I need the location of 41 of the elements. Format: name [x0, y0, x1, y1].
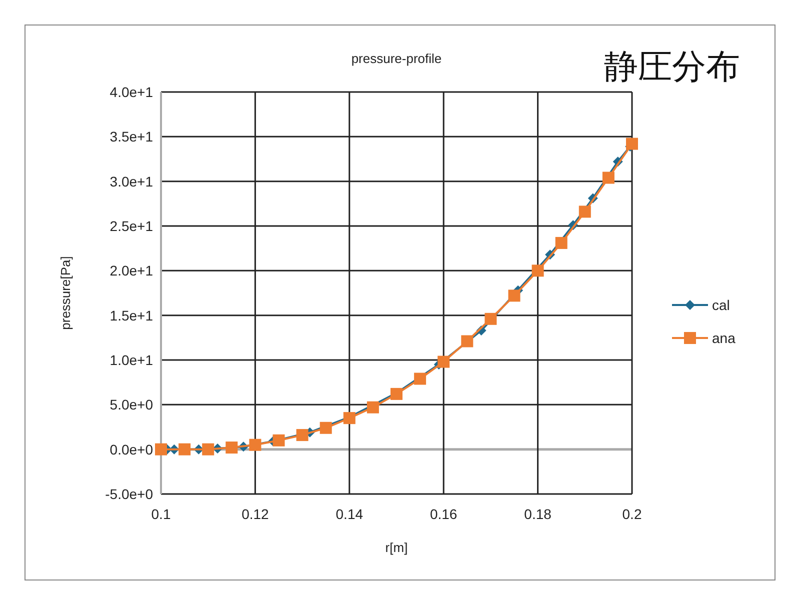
text: 静圧分布: [604, 48, 740, 86]
y-tick-label: -5.0e+0: [105, 486, 154, 502]
x-tick-label: 0.12: [242, 506, 270, 522]
point: [532, 264, 544, 277]
x-tick-label: 0.18: [524, 506, 552, 522]
y-tick-label: 3.0e+1: [110, 173, 154, 190]
y-tick-label: 2.0e+1: [110, 262, 154, 279]
point: [414, 372, 426, 385]
point: [366, 401, 379, 414]
point: [555, 236, 568, 249]
point: [296, 429, 308, 442]
point: [484, 312, 497, 325]
y-tick-label: 4.0e+1: [110, 84, 154, 100]
point: [249, 438, 262, 451]
point: [178, 443, 191, 456]
point: [226, 442, 238, 454]
y-axis-title: pressure[Pa]: [58, 256, 73, 330]
x-tick-label: 0.14: [336, 506, 364, 522]
x-tick-label: 0.16: [430, 506, 458, 522]
legend-label: ana: [712, 330, 736, 346]
y-tick-label: 1.0e+1: [110, 352, 154, 368]
y-tick-label: 3.5e+1: [110, 128, 154, 145]
point: [461, 335, 474, 348]
x-axis-title: r[m]: [385, 540, 408, 555]
y-tick-label: 5.0e+0: [110, 396, 154, 413]
point: [202, 443, 214, 456]
y-tick-label: 1.5e+1: [110, 307, 154, 324]
x-tick-label: 0.1: [151, 506, 171, 522]
point: [508, 290, 520, 302]
y-tick-label: 2.5e+1: [110, 218, 154, 234]
x-tick-label: 0.2: [622, 506, 642, 522]
point: [155, 443, 167, 456]
point: [626, 138, 638, 150]
point: [272, 434, 285, 446]
legend-label: cal: [712, 297, 730, 313]
point: [438, 356, 450, 368]
point: [578, 206, 591, 218]
chart-title: pressure-profile: [351, 51, 442, 66]
point: [320, 422, 332, 434]
point: [602, 172, 614, 184]
y-tick-label: 0.0e+0: [110, 441, 154, 458]
